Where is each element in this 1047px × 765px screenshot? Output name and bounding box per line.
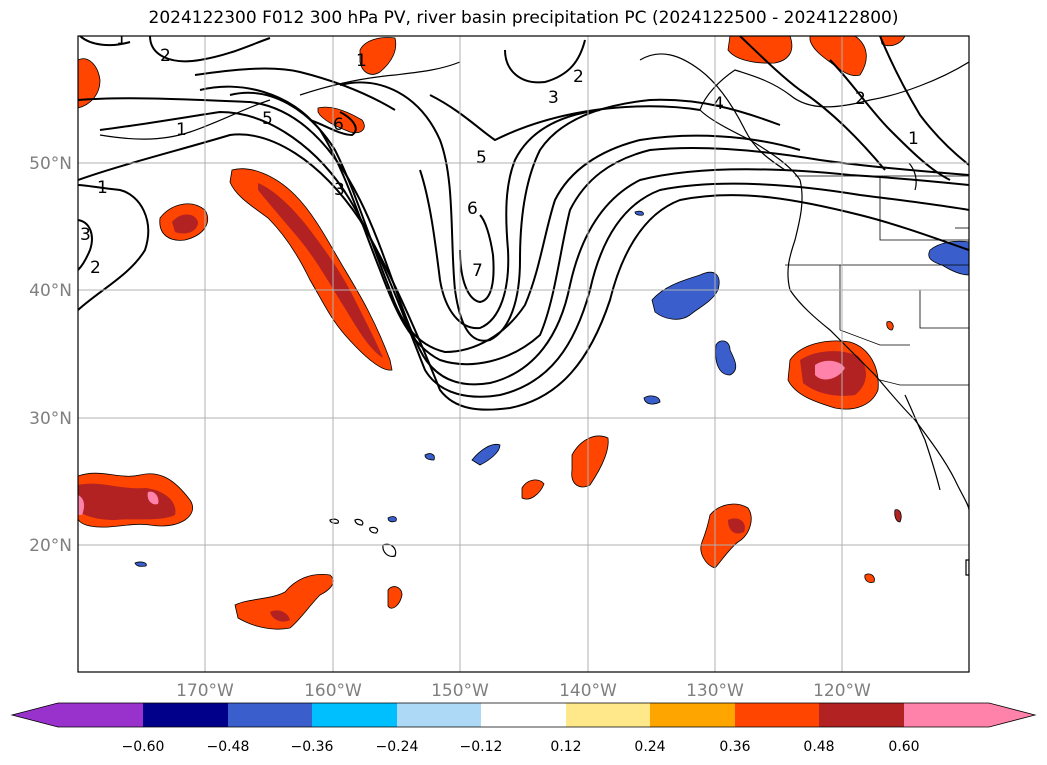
contour-label: 3: [334, 180, 345, 200]
map-frame: [77, 35, 970, 673]
colorbar-cell: [481, 703, 566, 727]
lat-label-20n: 20°N: [29, 536, 72, 556]
lon-label-150w: 150°W: [431, 681, 489, 701]
colorbar-tick-label: 0.48: [803, 739, 834, 755]
graticule: [78, 36, 969, 672]
colorbar-cell: [650, 703, 735, 727]
colorbar-cell: [143, 703, 228, 727]
contour-label: 1: [97, 178, 108, 198]
contour-label: 6: [467, 199, 478, 219]
longitude-labels: 170°W 160°W 150°W 140°W 130°W 120°W: [176, 681, 871, 701]
colorbar-tick-label: −0.36: [291, 739, 334, 755]
colorbar: −0.60 −0.48 −0.36 −0.24 −0.12 0.12 0.24 …: [10, 702, 1037, 755]
contour-label: 3: [80, 225, 91, 245]
contour-label: 2: [855, 89, 866, 109]
colorbar-cell: [397, 703, 481, 727]
lon-label-120w: 120°W: [813, 681, 871, 701]
colorbar-extend-max: [989, 703, 1035, 727]
colorbar-tick-label: 0.36: [719, 739, 750, 755]
pv-contour-labels: 1 2 1 2 3 5 6 1 1 3 2 3 2 5 6 7 4 2 1: [80, 29, 919, 281]
colorbar-cell: [312, 703, 397, 727]
colorbar-tick-label: −0.12: [460, 739, 503, 755]
colorbar-tick-label: −0.60: [122, 739, 165, 755]
contour-label: 1: [176, 120, 187, 140]
lat-label-50n: 50°N: [29, 154, 72, 174]
lon-label-160w: 160°W: [304, 681, 362, 701]
contour-label: 5: [476, 148, 487, 168]
colorbar-cell: [58, 703, 143, 727]
map-title: 2024122300 F012 300 hPa PV, river basin …: [148, 8, 899, 28]
colorbar-tick-label: 0.60: [888, 739, 919, 755]
latitude-labels: 50°N 40°N 30°N 20°N: [29, 154, 72, 556]
contour-label: 3: [548, 88, 559, 108]
lon-label-170w: 170°W: [176, 681, 234, 701]
colorbar-extend-min: [12, 703, 58, 727]
colorbar-cell: [228, 703, 312, 727]
colorbar-cell: [735, 703, 819, 727]
colorbar-tick-label: 0.12: [550, 739, 581, 755]
pv-contours: [78, 36, 969, 411]
contour-label: 1: [116, 29, 127, 49]
map-plot-area: 1 2 1 2 3 5 6 1 1 3 2 3 2 5 6 7 4 2 1: [78, 29, 969, 672]
colorbar-cell: [566, 703, 650, 727]
contour-label: 7: [472, 261, 483, 281]
lon-label-140w: 140°W: [559, 681, 617, 701]
contour-label: 4: [713, 94, 724, 114]
colorbar-cell: [819, 703, 904, 727]
contour-label: 1: [908, 129, 919, 149]
lat-label-30n: 30°N: [29, 409, 72, 429]
contour-label: 1: [356, 51, 367, 71]
contour-label: 2: [90, 258, 101, 278]
lon-label-130w: 130°W: [686, 681, 744, 701]
contour-label: 5: [262, 109, 273, 129]
contour-label: 2: [160, 46, 171, 66]
colorbar-tick-label: −0.24: [376, 739, 419, 755]
colorbar-tick-label: −0.48: [207, 739, 250, 755]
positive-precip-regions: [78, 36, 906, 630]
negative-precip-regions: [134, 210, 969, 567]
contour-label: 6: [333, 115, 344, 135]
lat-label-40n: 40°N: [29, 281, 72, 301]
colorbar-cell: [904, 703, 989, 727]
colorbar-tick-label: 0.24: [634, 739, 665, 755]
contour-label: 2: [573, 67, 584, 87]
